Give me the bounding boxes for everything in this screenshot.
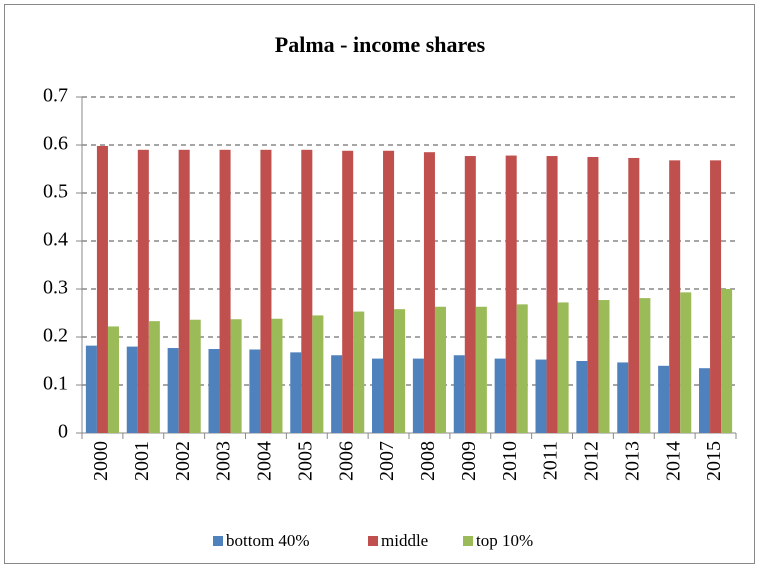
bar <box>576 361 588 433</box>
x-tick-label: 2000 <box>90 441 112 481</box>
legend-label: middle <box>381 531 428 550</box>
y-tick-label: 0.5 <box>43 181 68 203</box>
bar <box>290 352 302 433</box>
bar <box>394 309 406 433</box>
bar <box>85 345 97 433</box>
bar <box>331 355 343 433</box>
chart-title: Palma - income shares <box>275 32 486 57</box>
bar <box>219 149 231 434</box>
bar <box>148 321 160 433</box>
legend-swatch <box>463 536 473 546</box>
bar <box>230 319 242 433</box>
bar <box>598 300 610 433</box>
bar <box>617 362 629 433</box>
bar <box>167 348 179 433</box>
bar <box>96 145 108 433</box>
bar <box>557 302 569 433</box>
bar <box>208 349 220 433</box>
x-tick-label: 2010 <box>499 441 521 481</box>
bar <box>505 155 517 433</box>
bar <box>312 315 324 433</box>
bar <box>301 149 313 434</box>
y-tick-label: 0.7 <box>43 85 68 107</box>
bar <box>249 349 261 433</box>
x-tick-label: 2009 <box>458 441 480 481</box>
y-tick-label: 0.3 <box>43 277 68 299</box>
bar <box>372 358 384 433</box>
bar <box>271 318 283 433</box>
bar <box>383 150 395 433</box>
bar <box>137 149 149 434</box>
x-tick-label: 2007 <box>376 441 398 481</box>
bar <box>353 311 365 433</box>
legend-label: top 10% <box>476 531 533 550</box>
bar <box>721 289 733 433</box>
bar <box>434 306 446 433</box>
bar <box>475 306 487 433</box>
bar <box>126 346 138 433</box>
x-tick-label: 2004 <box>254 441 276 481</box>
bar <box>412 358 424 433</box>
bar <box>260 149 272 434</box>
x-tick-label: 2005 <box>294 441 316 481</box>
bar <box>178 149 190 434</box>
bar <box>423 152 435 433</box>
x-tick-label: 2008 <box>417 441 439 481</box>
bar <box>107 326 119 433</box>
bar <box>680 292 692 433</box>
bar <box>342 150 354 433</box>
bar <box>658 365 670 433</box>
x-tick-label: 2012 <box>581 441 603 481</box>
bar <box>669 160 681 434</box>
bar <box>453 355 465 433</box>
legend-swatch <box>368 536 378 546</box>
x-tick-label: 2001 <box>131 441 153 481</box>
bar <box>628 157 640 433</box>
y-tick-label: 0.4 <box>43 229 68 251</box>
y-tick-label: 0.6 <box>43 133 68 155</box>
x-tick-label: 2011 <box>540 441 562 480</box>
legend-swatch <box>213 536 223 546</box>
x-tick-label: 2002 <box>172 441 194 481</box>
bar <box>516 304 528 433</box>
bar <box>535 359 547 433</box>
x-tick-label: 2014 <box>662 441 684 481</box>
bar <box>546 156 558 434</box>
bar <box>494 358 506 433</box>
bar <box>639 298 651 433</box>
bar <box>587 157 599 433</box>
y-tick-label: 0.1 <box>43 373 68 395</box>
bar <box>464 156 476 434</box>
bar <box>699 368 711 433</box>
x-tick-label: 2006 <box>335 441 357 481</box>
bar <box>189 319 201 433</box>
y-tick-label: 0 <box>58 421 68 443</box>
x-tick-label: 2013 <box>621 441 643 481</box>
legend-label: bottom 40% <box>226 531 310 550</box>
y-tick-label: 0.2 <box>43 325 68 347</box>
x-tick-label: 2003 <box>213 441 235 481</box>
bar <box>710 160 722 434</box>
x-tick-label: 2015 <box>703 441 725 481</box>
